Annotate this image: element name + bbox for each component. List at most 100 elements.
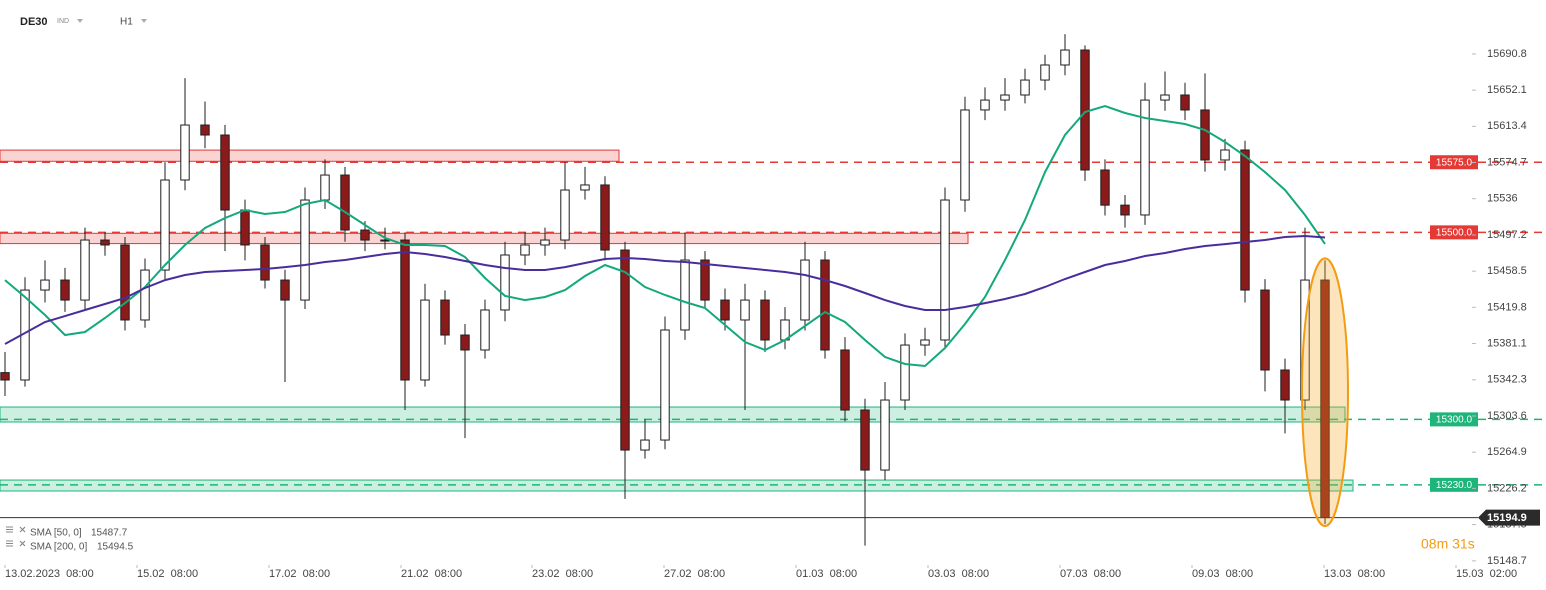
candle-body bbox=[900, 344, 910, 401]
candle-body bbox=[400, 239, 410, 381]
candle-body bbox=[140, 269, 150, 321]
sma-line bbox=[4, 104, 1326, 368]
candle-body bbox=[960, 109, 970, 201]
interval[interactable]: H1 bbox=[120, 17, 133, 28]
x-tick-label: 27.02 08:00 bbox=[664, 568, 725, 580]
candle-body bbox=[1080, 49, 1090, 171]
last-price-label: 15194.9 bbox=[1487, 512, 1527, 524]
candle-body bbox=[500, 254, 510, 311]
legend: SMA [50, 0] SMA [200, 0] 15487.7 15494.5 bbox=[6, 526, 134, 553]
dropdown-arrow[interactable] bbox=[77, 19, 83, 23]
candle-body bbox=[980, 99, 990, 111]
candle-body bbox=[1160, 94, 1170, 101]
candle-body bbox=[460, 334, 470, 351]
candle-body bbox=[1300, 279, 1310, 401]
candle-body bbox=[60, 279, 70, 301]
legend-value: 15494.5 bbox=[97, 542, 134, 553]
candle-body bbox=[740, 299, 750, 321]
candle-body bbox=[180, 124, 190, 181]
y-tick-label: 15226.2 bbox=[1487, 482, 1527, 494]
candle-body bbox=[820, 259, 830, 351]
candle-body bbox=[620, 249, 630, 451]
candle-body bbox=[1060, 49, 1070, 66]
candle-body bbox=[940, 199, 950, 341]
dropdown-arrow[interactable] bbox=[141, 19, 147, 23]
zone bbox=[0, 149, 620, 162]
symbol[interactable]: DE30 bbox=[20, 16, 48, 28]
candle-body bbox=[1280, 369, 1290, 401]
candle-body bbox=[520, 244, 530, 256]
candle-body bbox=[680, 259, 690, 331]
level-label-bg bbox=[1430, 155, 1478, 170]
x-tick-label: 15.03 02:00 bbox=[1456, 568, 1517, 580]
candle-body bbox=[360, 229, 370, 241]
candle-body bbox=[1100, 169, 1110, 206]
candle-body bbox=[320, 174, 330, 201]
candle-body bbox=[1120, 204, 1130, 216]
candle-body bbox=[580, 184, 590, 191]
legend-close[interactable] bbox=[19, 540, 26, 547]
zone bbox=[0, 232, 969, 245]
x-tick-label: 01.03 08:00 bbox=[796, 568, 857, 580]
x-tick-label: 23.02 08:00 bbox=[532, 568, 593, 580]
candle-body bbox=[1260, 289, 1270, 371]
candle-body bbox=[480, 309, 490, 351]
x-tick-label: 21.02 08:00 bbox=[401, 568, 462, 580]
level-label: 15575.0 bbox=[1436, 157, 1473, 168]
level-label: 15300.0 bbox=[1436, 415, 1473, 426]
legend-close[interactable] bbox=[19, 526, 26, 533]
market: IND bbox=[57, 18, 69, 25]
candle-body bbox=[1180, 94, 1190, 111]
y-tick-label: 15497.2 bbox=[1487, 229, 1527, 241]
candle-body bbox=[240, 209, 250, 246]
candle-body bbox=[1020, 79, 1030, 96]
level-label: 15230.0 bbox=[1436, 480, 1473, 491]
x-tick-label: 13.02.2023 08:00 bbox=[5, 568, 94, 580]
countdown: 08m 31s bbox=[1421, 536, 1475, 552]
candle-body bbox=[100, 239, 110, 246]
candle-body bbox=[1000, 94, 1010, 101]
candle-body bbox=[260, 244, 270, 281]
level-label-bg bbox=[1430, 477, 1478, 492]
legend-icon[interactable] bbox=[6, 526, 13, 533]
candle-body bbox=[1140, 99, 1150, 216]
y-tick-label: 15303.6 bbox=[1487, 410, 1527, 422]
candle-body bbox=[280, 279, 290, 301]
sma-line bbox=[4, 234, 1326, 345]
candle-body bbox=[1040, 64, 1050, 81]
candle-body bbox=[660, 329, 670, 441]
candle-body bbox=[300, 199, 310, 301]
candle-body bbox=[920, 339, 930, 346]
y-tick-label: 15381.1 bbox=[1487, 337, 1527, 349]
candle-body bbox=[540, 239, 550, 246]
level-label-bg bbox=[1430, 225, 1478, 240]
candle-body bbox=[560, 189, 570, 241]
legend-label: SMA [200, 0] bbox=[30, 542, 87, 553]
y-tick-label: 15574.7 bbox=[1487, 156, 1527, 168]
y-tick-label: 15458.5 bbox=[1487, 265, 1527, 277]
y-tick-label: 15690.8 bbox=[1487, 48, 1527, 60]
x-tick-label: 15.02 08:00 bbox=[137, 568, 198, 580]
candle-body bbox=[840, 349, 850, 411]
candle-body bbox=[380, 239, 390, 242]
level-label-bg bbox=[1430, 412, 1478, 427]
candle-body bbox=[160, 179, 170, 271]
x-tick-label: 03.03 08:00 bbox=[928, 568, 989, 580]
candle-body bbox=[420, 299, 430, 381]
candle-body bbox=[1320, 279, 1330, 519]
legend-icon[interactable] bbox=[6, 540, 13, 547]
y-tick-label: 15536 bbox=[1487, 193, 1518, 205]
candle-body bbox=[340, 174, 350, 231]
y-tick-label: 15148.7 bbox=[1487, 555, 1527, 567]
candle-body bbox=[200, 124, 210, 136]
legend-value: 15487.7 bbox=[91, 528, 128, 539]
candle-body bbox=[800, 259, 810, 321]
candle-body bbox=[440, 299, 450, 336]
candle-body bbox=[880, 399, 890, 471]
candle-body bbox=[1220, 149, 1230, 161]
candle-body bbox=[720, 299, 730, 321]
highlight-ellipse bbox=[1301, 257, 1349, 528]
